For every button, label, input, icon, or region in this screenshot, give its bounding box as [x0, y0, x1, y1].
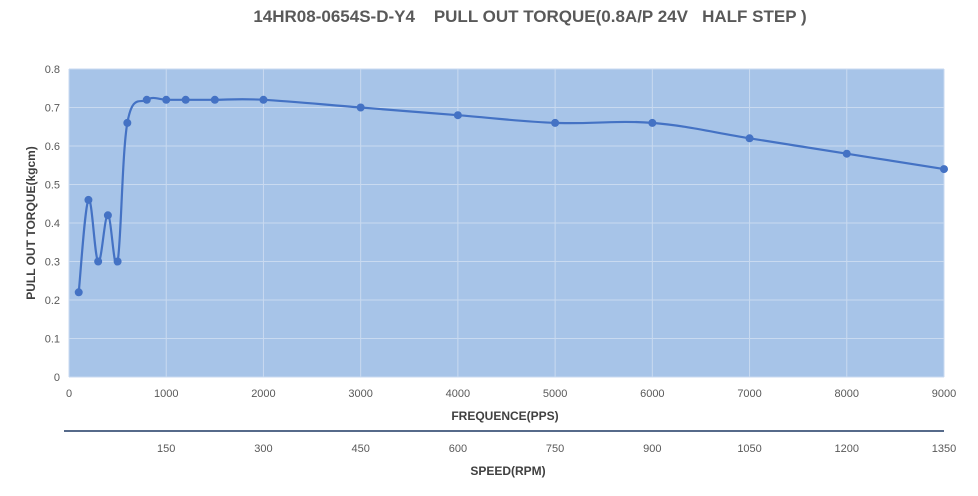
x-tick-label: 8000	[835, 388, 859, 400]
data-point	[181, 95, 190, 104]
x-tick-label: 0	[66, 388, 72, 400]
y-tick-label: 0.2	[45, 295, 60, 307]
secondary-x-tick-label: 300	[254, 443, 272, 455]
y-axis-label: PULL OUT TORQUE(kgcm)	[24, 146, 38, 300]
y-tick-label: 0.6	[45, 141, 60, 153]
data-point	[210, 95, 219, 104]
x-axis-ticks: 0 1000 2000 3000 4000 5000 6000 7000 8000 9000	[66, 388, 956, 400]
data-point	[842, 149, 851, 158]
x-tick-label: 2000	[251, 388, 275, 400]
secondary-x-axis-label: SPEED(RPM)	[470, 464, 545, 478]
y-tick-label: 0	[54, 372, 60, 384]
x-axis-label: FREQUENCE(PPS)	[451, 409, 558, 423]
data-point	[123, 118, 132, 127]
x-tick-label: 3000	[348, 388, 372, 400]
data-point	[259, 95, 268, 104]
secondary-x-tick-label: 750	[546, 443, 564, 455]
x-tick-label: 1000	[154, 388, 178, 400]
y-tick-label: 0.8	[45, 64, 60, 76]
x-tick-label: 4000	[446, 388, 470, 400]
secondary-x-tick-label: 150	[157, 443, 175, 455]
data-point	[162, 95, 171, 104]
data-point	[74, 288, 83, 297]
data-point	[648, 118, 657, 127]
gridlines	[68, 68, 945, 378]
x-tick-label: 9000	[932, 388, 956, 400]
secondary-x-tick-label: 1200	[835, 443, 859, 455]
data-point	[356, 103, 365, 112]
y-tick-label: 0.1	[45, 334, 60, 346]
data-point	[94, 257, 103, 266]
secondary-x-axis-ticks: 150 300 450 600 750 900 1050 1200 1350	[157, 443, 956, 455]
data-point	[453, 111, 462, 120]
chart-title: 14HR08-0654S-D-Y4 PULL OUT TORQUE(0.8A/P…	[253, 7, 806, 26]
x-tick-label: 6000	[640, 388, 664, 400]
data-point	[551, 118, 560, 127]
secondary-x-tick-label: 1350	[932, 443, 956, 455]
x-tick-label: 5000	[543, 388, 567, 400]
data-point	[142, 95, 151, 104]
y-tick-label: 0.3	[45, 257, 60, 269]
secondary-x-tick-label: 1050	[737, 443, 761, 455]
data-point	[113, 257, 122, 266]
secondary-x-tick-label: 450	[351, 443, 369, 455]
y-tick-label: 0.4	[45, 218, 60, 230]
data-point	[84, 195, 93, 204]
data-point	[940, 165, 948, 174]
x-tick-label: 7000	[737, 388, 761, 400]
secondary-x-tick-label: 600	[449, 443, 467, 455]
y-axis-ticks: 0 0.1 0.2 0.3 0.4 0.5 0.6 0.7 0.8	[45, 64, 60, 384]
y-tick-label: 0.7	[45, 103, 60, 115]
y-tick-label: 0.5	[45, 180, 60, 192]
series-group	[74, 95, 948, 297]
data-point	[103, 211, 112, 220]
data-point	[745, 134, 754, 143]
secondary-x-tick-label: 900	[643, 443, 661, 455]
